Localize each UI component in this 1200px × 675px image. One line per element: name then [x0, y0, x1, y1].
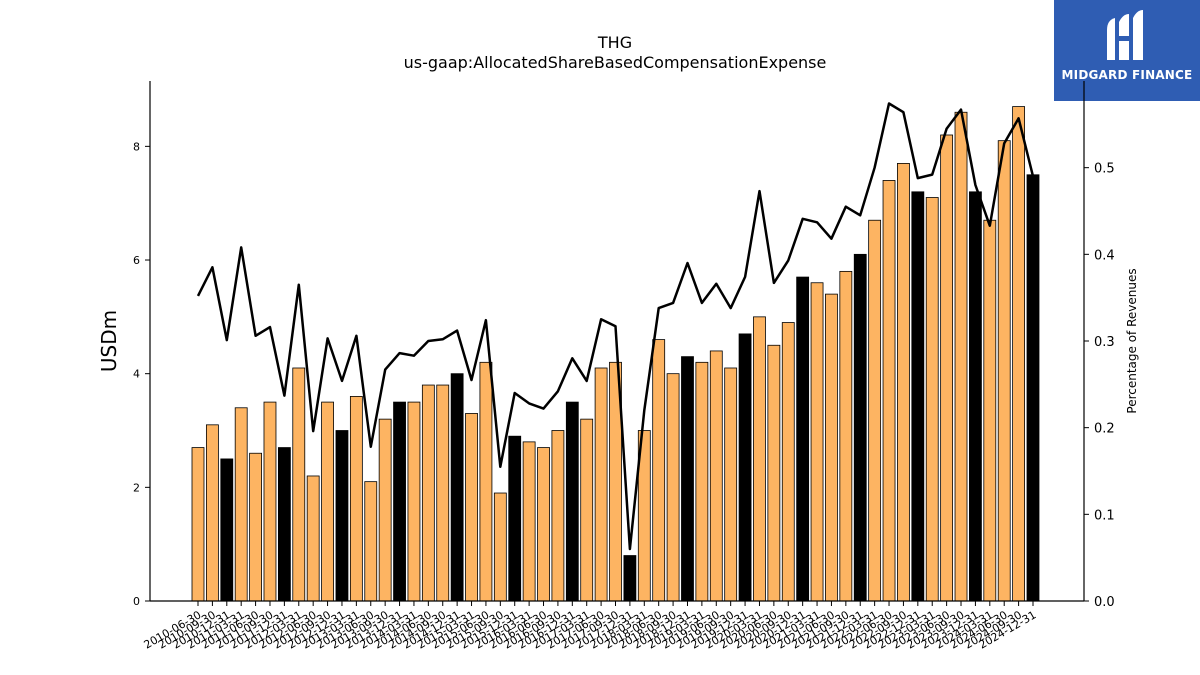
bar: [465, 413, 478, 602]
bar: [781, 322, 795, 602]
bar: [436, 384, 450, 602]
bar: [249, 452, 262, 602]
bar: [839, 270, 853, 602]
bar: [724, 367, 738, 602]
bar: [551, 430, 565, 602]
bar: [508, 435, 522, 602]
bar: [263, 401, 277, 602]
bar: [306, 475, 320, 602]
bar: [925, 197, 939, 602]
bar: [378, 418, 392, 602]
bar: [205, 424, 219, 602]
bar: [292, 367, 306, 602]
brand-logo: MIDGARD FINANCE: [1054, 0, 1200, 101]
bar: [882, 180, 896, 602]
bar: [364, 481, 378, 602]
bar: [479, 361, 493, 602]
brand-name: MIDGARD FINANCE: [1061, 68, 1193, 82]
bar: [825, 293, 838, 602]
bar: [220, 458, 234, 602]
plot-area: 024680.00.10.20.30.40.52010-06-302010-09…: [133, 81, 1115, 652]
bar: [695, 361, 709, 602]
bar: [853, 253, 867, 602]
y2-tick-label: 0.0: [1094, 595, 1115, 610]
bar: [954, 111, 968, 602]
y2-tick-label: 0.2: [1094, 422, 1115, 437]
y-axis-label: USDm: [97, 310, 121, 372]
bar: [897, 163, 910, 602]
bar: [450, 373, 464, 602]
bar: [393, 401, 406, 602]
y-tick-label: 2: [133, 481, 140, 494]
chart-subtitle: us-gaap:AllocatedShareBasedCompensationE…: [404, 53, 827, 72]
y-tick-label: 6: [133, 254, 140, 267]
bar: [911, 191, 925, 602]
bar: [709, 350, 723, 602]
y2-tick-label: 0.4: [1094, 248, 1115, 263]
y-tick-label: 8: [133, 140, 140, 153]
chart-title: THG: [597, 33, 632, 52]
bar: [321, 401, 334, 602]
bar: [969, 191, 982, 602]
series-line: [196, 102, 1035, 551]
bar: [522, 441, 536, 602]
bar: [652, 339, 666, 602]
bar: [796, 276, 810, 602]
bar: [681, 356, 694, 602]
bar: [767, 344, 781, 602]
bar: [810, 282, 824, 602]
bar: [349, 396, 363, 602]
y2-tick-label: 0.1: [1094, 508, 1115, 523]
bar: [666, 373, 680, 602]
bar: [997, 140, 1011, 602]
bar: [594, 367, 608, 602]
bar: [623, 555, 637, 602]
y-tick-label: 0: [133, 595, 140, 608]
bar: [868, 219, 882, 602]
bar: [1026, 174, 1040, 602]
bar: [753, 316, 766, 602]
bar: [1012, 106, 1026, 602]
bar: [191, 447, 205, 602]
bar: [580, 418, 594, 602]
y2-tick-label: 0.3: [1094, 335, 1115, 350]
bar: [940, 134, 954, 602]
bar: [738, 333, 752, 602]
bar: [421, 384, 435, 602]
bar: [335, 430, 349, 602]
y2-tick-label: 0.5: [1094, 162, 1115, 177]
bar: [234, 407, 248, 602]
bar: [407, 401, 421, 602]
midgard-logo-icon: [1107, 10, 1143, 60]
bar: [493, 492, 507, 602]
y-tick-label: 4: [133, 368, 140, 381]
y2-axis-label: Percentage of Revenues: [1125, 268, 1139, 413]
bar: [983, 219, 997, 602]
bar: [565, 401, 579, 602]
bar: [537, 447, 550, 602]
bar: [277, 447, 291, 602]
